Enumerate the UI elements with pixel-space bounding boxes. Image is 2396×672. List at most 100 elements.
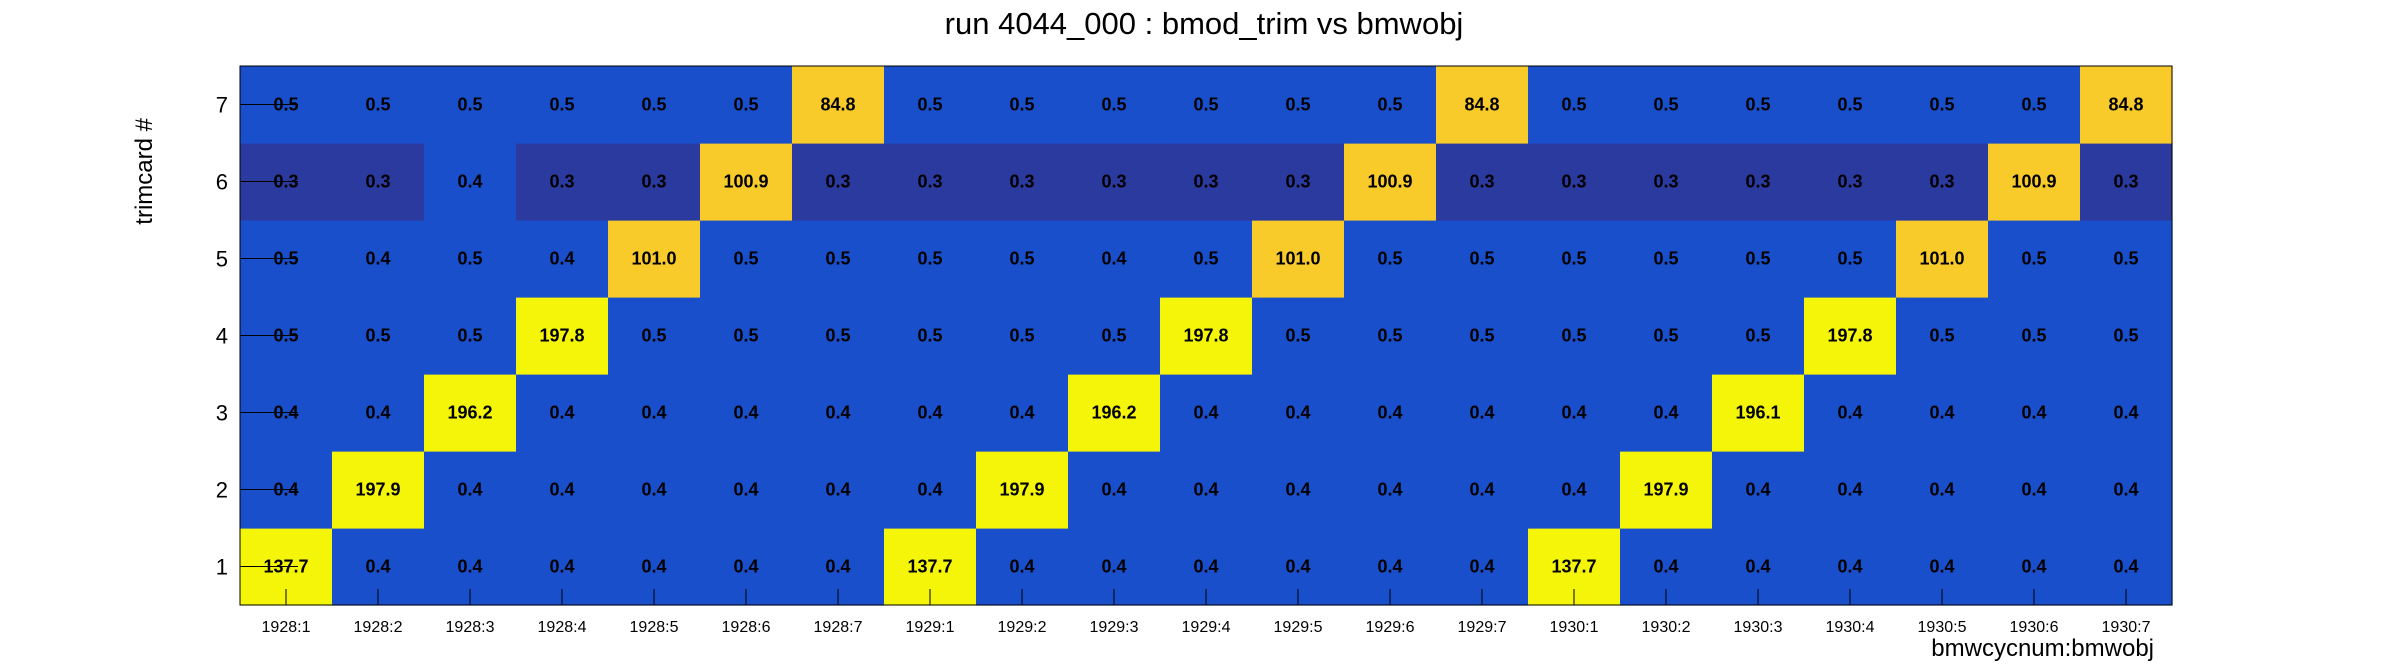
heatmap-cell (1528, 143, 1621, 221)
heatmap-cell (424, 220, 517, 298)
heatmap-cell (1620, 451, 1713, 529)
cell-value-label: 0.5 (1653, 326, 1678, 346)
cell-value-label: 0.4 (1285, 403, 1310, 423)
heatmap-cell (884, 66, 977, 144)
cell-value-label: 0.4 (365, 557, 390, 577)
heatmap-cell (608, 374, 701, 452)
y-tick-label: 6 (216, 170, 228, 195)
cell-value-label: 196.2 (1091, 403, 1136, 423)
cell-value-label: 0.4 (1837, 557, 1862, 577)
heatmap-cell (608, 297, 701, 375)
cell-value-label: 0.4 (1377, 403, 1402, 423)
heatmap-cell (976, 143, 1069, 221)
y-tick-label: 5 (216, 247, 228, 272)
cell-value-label: 0.5 (457, 95, 482, 115)
cell-value-label: 0.4 (1193, 403, 1218, 423)
y-axis: 1 2 3 4 5 6 7 (216, 93, 298, 580)
cell-value-label: 0.5 (1009, 249, 1034, 269)
heatmap-cell (1436, 220, 1529, 298)
cell-value-label: 0.4 (1929, 403, 1954, 423)
cell-value-label: 0.3 (1929, 172, 1954, 192)
heatmap-cell (1160, 220, 1253, 298)
heatmap-cell (1344, 451, 1437, 529)
heatmap-cell (1988, 143, 2081, 221)
cell-value-label: 0.5 (2113, 249, 2138, 269)
cell-value-label: 0.4 (1009, 557, 1034, 577)
heatmap-cell (608, 220, 701, 298)
heatmap-cell (1252, 297, 1345, 375)
cell-value-label: 0.4 (733, 403, 758, 423)
cell-value-label: 196.2 (447, 403, 492, 423)
cell-value-label: 0.5 (825, 249, 850, 269)
x-axis: 1928:1 1928:2 1928:3 1928:4 1928:5 1928:6 1928… (262, 589, 2151, 636)
heatmap-cell (2080, 143, 2173, 221)
heatmap-cell (1160, 374, 1253, 452)
heatmap-cell (1528, 451, 1621, 529)
heatmap-cell (424, 66, 517, 144)
chart-title: run 4044_000 : bmod_trim vs bmwobj (945, 6, 1464, 41)
cell-value-label: 137.7 (1551, 557, 1596, 577)
cell-value-label: 0.5 (1837, 249, 1862, 269)
y-tick-label: 3 (216, 401, 228, 426)
cell-value-label: 0.5 (733, 249, 758, 269)
cell-value-label: 0.4 (641, 480, 666, 500)
heatmap-cell (332, 143, 425, 221)
heatmap-cell (1160, 66, 1253, 144)
heatmap-cell (1068, 297, 1161, 375)
heatmap-cell (1068, 143, 1161, 221)
heatmap-cell (1436, 297, 1529, 375)
heatmap-cell (1712, 220, 1805, 298)
x-tick-label: 1928:2 (354, 619, 403, 636)
heatmap-cell (1620, 374, 1713, 452)
cell-value-label: 0.3 (1653, 172, 1678, 192)
heatmap-cell (1344, 297, 1437, 375)
cell-value-label: 0.5 (457, 326, 482, 346)
heatmap-cell (1988, 451, 2081, 529)
heatmap-cell (1712, 374, 1805, 452)
cell-value-label: 0.5 (1745, 249, 1770, 269)
heatmap-cell (1068, 451, 1161, 529)
y-tick-label: 1 (216, 555, 228, 580)
heatmap-cell (608, 143, 701, 221)
heatmap-cell (424, 143, 517, 221)
cell-value-label: 197.8 (1183, 326, 1228, 346)
cell-value-label: 0.4 (1837, 403, 1862, 423)
cell-value-label: 0.4 (1653, 557, 1678, 577)
heatmap-cell (1804, 374, 1897, 452)
heatmap-cell (332, 297, 425, 375)
x-tick-label: 1928:4 (538, 619, 587, 636)
cell-value-label: 0.4 (549, 557, 574, 577)
y-tick-label: 7 (216, 93, 228, 118)
x-tick-label: 1930:4 (1826, 619, 1875, 636)
cell-value-label: 0.4 (549, 249, 574, 269)
y-tick-label: 4 (216, 324, 228, 349)
heatmap-cell (1896, 220, 1989, 298)
heatmap-cell (1160, 143, 1253, 221)
cell-value-label: 0.4 (457, 172, 482, 192)
x-tick-label: 1929:7 (1458, 619, 1507, 636)
cell-value-label: 0.5 (1377, 326, 1402, 346)
heatmap-cell (700, 220, 793, 298)
cell-value-label: 0.3 (1009, 172, 1034, 192)
heatmap-cell (792, 374, 885, 452)
heatmap-cell (608, 451, 701, 529)
cell-value-label: 0.4 (1377, 480, 1402, 500)
heatmap-cell (516, 66, 609, 144)
cell-value-label: 0.5 (2113, 326, 2138, 346)
heatmap-cell (332, 451, 425, 529)
heatmap-cell (976, 451, 1069, 529)
cell-value-label: 0.3 (549, 172, 574, 192)
x-tick-label: 1928:3 (446, 619, 495, 636)
heatmap-cell (792, 66, 885, 144)
heatmap-cell (1804, 451, 1897, 529)
heatmap-cell (1344, 374, 1437, 452)
heatmap-cell (1160, 297, 1253, 375)
heatmap-cell (424, 451, 517, 529)
cell-value-label: 0.4 (1561, 403, 1586, 423)
heatmap-cell (1896, 374, 1989, 452)
x-tick-label: 1930:5 (1918, 619, 1967, 636)
cell-value-label: 0.5 (641, 95, 666, 115)
cell-value-label: 0.3 (1285, 172, 1310, 192)
x-tick-label: 1928:1 (262, 619, 311, 636)
cell-value-label: 0.4 (1285, 557, 1310, 577)
